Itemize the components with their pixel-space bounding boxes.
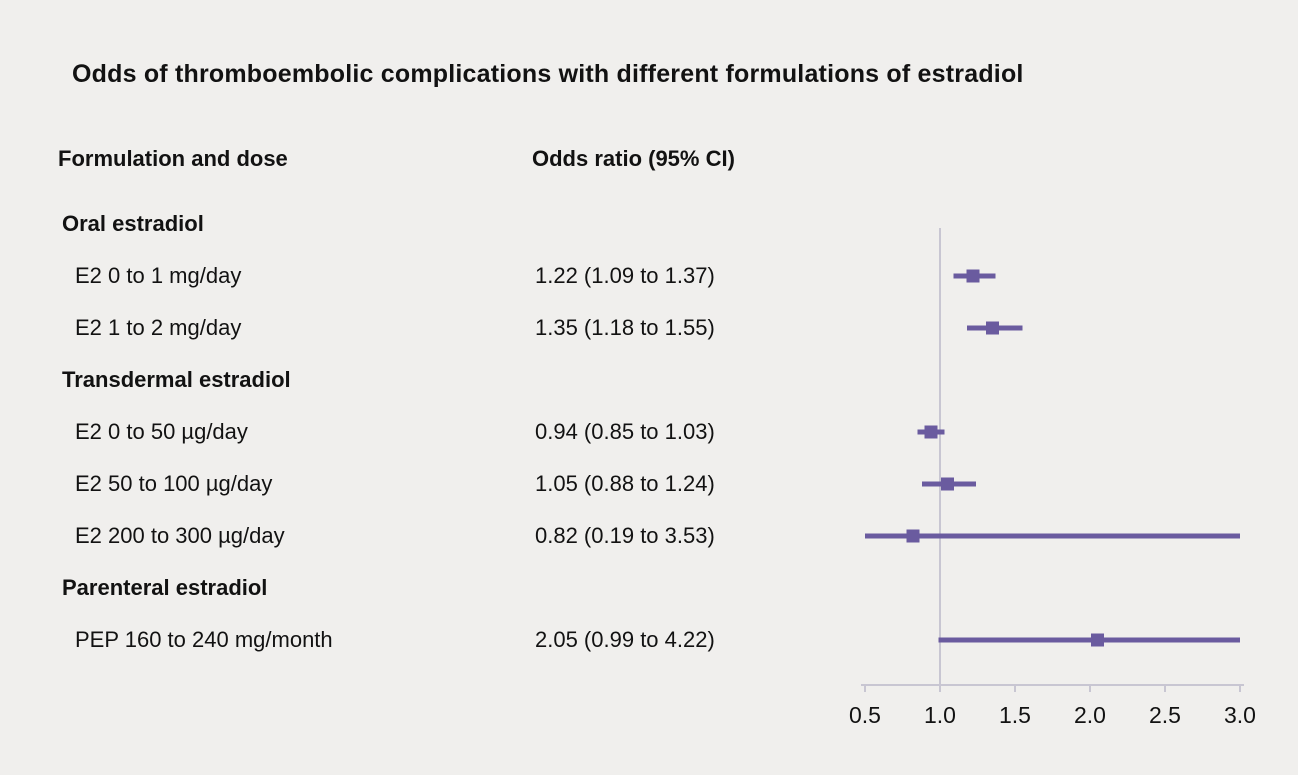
- axis-tick-label: 0.5: [849, 702, 881, 728]
- point-estimate-marker: [986, 321, 999, 335]
- odds-ratio-value: 1.05 (0.88 to 1.24): [535, 471, 715, 496]
- column-header-formulation: Formulation and dose: [58, 146, 288, 171]
- axis-tick-label: 3.0: [1224, 702, 1256, 728]
- row-label: PEP 160 to 240 mg/month: [75, 627, 333, 652]
- chart-title: Odds of thromboembolic complications wit…: [72, 60, 1024, 88]
- group-label: Parenteral estradiol: [62, 575, 268, 600]
- axis-tick-label: 1.0: [924, 702, 956, 728]
- row-label: E2 0 to 1 mg/day: [75, 263, 242, 288]
- odds-ratio-value: 2.05 (0.99 to 4.22): [535, 627, 715, 652]
- group-label: Transdermal estradiol: [62, 367, 291, 392]
- group-label: Oral estradiol: [62, 211, 204, 236]
- axis-tick-label: 2.5: [1149, 702, 1181, 728]
- row-label: E2 200 to 300 µg/day: [75, 523, 285, 548]
- point-estimate-marker: [1091, 633, 1104, 647]
- row-label: E2 1 to 2 mg/day: [75, 315, 242, 340]
- odds-ratio-value: 1.22 (1.09 to 1.37): [535, 263, 715, 288]
- point-estimate-marker: [941, 477, 954, 491]
- odds-ratio-value: 1.35 (1.18 to 1.55): [535, 315, 715, 340]
- row-label: E2 50 to 100 µg/day: [75, 471, 273, 496]
- row-label: E2 0 to 50 µg/day: [75, 419, 248, 444]
- axis-tick-label: 1.5: [999, 702, 1031, 728]
- point-estimate-marker: [906, 529, 920, 543]
- odds-ratio-value: 0.82 (0.19 to 3.53): [535, 523, 715, 548]
- odds-ratio-value: 0.94 (0.85 to 1.03): [535, 419, 715, 444]
- point-estimate-marker: [966, 269, 980, 283]
- axis-tick-label: 2.0: [1074, 702, 1106, 728]
- column-header-odds-ratio: Odds ratio (95% CI): [532, 146, 735, 171]
- point-estimate-marker: [924, 425, 938, 439]
